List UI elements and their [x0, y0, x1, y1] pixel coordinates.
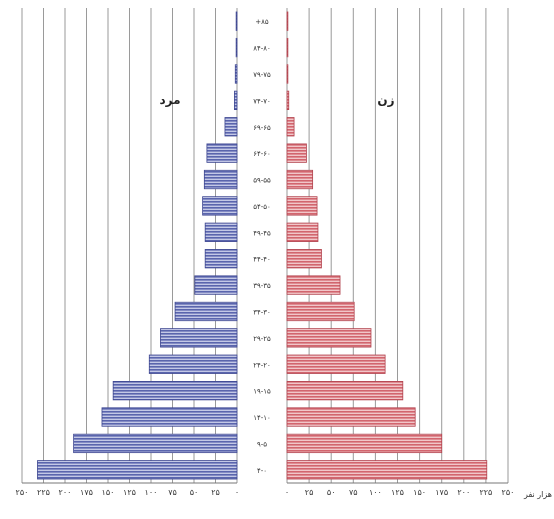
male-bar — [234, 90, 238, 110]
x-tick-label-right: ۰ — [285, 488, 289, 497]
x-tick-label-right: ۱۲۵ — [391, 488, 404, 497]
x-tick-label-right: ۵۰ — [327, 488, 336, 497]
female-bar — [286, 301, 355, 322]
age-group-label: ۳۹-۳۵ — [253, 282, 271, 290]
female-bar — [286, 222, 319, 242]
x-tick-label-right: ۷۵ — [349, 488, 358, 497]
x-tick-label-right: ۲۵۰ — [502, 488, 515, 497]
female-bar — [286, 196, 318, 216]
x-tick-label-left: ۲۵۰ — [16, 488, 29, 497]
age-group-label: ۱۴-۱۰ — [253, 414, 271, 422]
age-group-label: ۷۴-۷۰ — [253, 97, 271, 105]
x-tick-label-left: ۱۰۰ — [145, 488, 158, 497]
female-bar — [286, 407, 416, 427]
male-bar — [204, 249, 238, 269]
x-tick-label-right: ۲۲۵ — [479, 488, 492, 497]
age-group-label: ۴-۰ — [257, 467, 267, 475]
female-bar — [286, 249, 322, 269]
age-group-label: ۴۴-۴۰ — [253, 256, 271, 264]
male-bar — [101, 407, 238, 427]
left-gridlines — [21, 8, 238, 484]
left-axis-tick-labels: ۲۵۰ ۲۲۵ ۲۰۰ ۱۷۵ ۱۵۰ ۱۲۵ ۱۰۰ ۷۵ ۵۰ ۲۵ ۰ — [16, 488, 240, 497]
x-axis-unit-label: هزار نفر — [523, 490, 552, 499]
x-tick-label-left: ۱۲۵ — [123, 488, 136, 497]
age-group-label: ۷۹-۷۵ — [253, 71, 271, 79]
female-bar — [286, 11, 289, 31]
x-tick-label-right: ۱۰۰ — [369, 488, 382, 497]
male-bar — [203, 169, 238, 190]
male-bar — [234, 64, 238, 84]
male-bar — [235, 37, 238, 58]
female-bar — [286, 90, 290, 110]
male-bar — [235, 11, 238, 31]
female-bar — [286, 143, 307, 163]
male-bar — [37, 460, 238, 480]
male-bar — [160, 328, 238, 348]
x-tick-label-left: ۲۵ — [211, 488, 220, 497]
male-series-label: مرد — [159, 93, 180, 107]
age-group-label: ۶۴-۶۰ — [253, 150, 271, 158]
x-tick-label-left: ۱۵۰ — [102, 488, 115, 497]
age-group-label: ۲۹-۲۵ — [253, 335, 271, 343]
female-bar — [286, 433, 443, 454]
right-gridlines — [286, 8, 509, 484]
age-group-label: ۵۹-۵۵ — [253, 177, 271, 185]
male-bar — [112, 381, 238, 401]
x-tick-label-left: ۰ — [235, 488, 239, 497]
male-bar — [73, 433, 238, 454]
age-group-label: +۸۵ — [255, 18, 269, 26]
male-bar — [148, 354, 238, 374]
female-bar — [286, 381, 404, 401]
age-group-label: ۳۴-۳۰ — [253, 308, 271, 316]
age-group-label: ۶۹-۶۵ — [253, 124, 271, 132]
x-tick-label-right: ۱۵۰ — [413, 488, 426, 497]
female-bars — [286, 11, 488, 480]
age-group-labels: ۴-۰ ۹-۵ ۱۴-۱۰ ۱۹-۱۵ ۲۴-۲۰ ۲۹-۲۵ ۳۴-۳۰ ۳۹-۳۵ ۴۴-۴… — [253, 18, 271, 475]
x-tick-label-left: ۱۷۵ — [80, 488, 93, 497]
x-tick-label-left: ۲۲۵ — [37, 488, 50, 497]
x-tick-label-right: ۲۰۰ — [457, 488, 470, 497]
x-tick-label-left: ۲۰۰ — [59, 488, 72, 497]
male-bar — [194, 275, 238, 295]
female-series-label: زن — [377, 93, 394, 107]
female-bar — [286, 169, 314, 190]
female-bar — [286, 354, 386, 374]
female-bar — [286, 37, 289, 58]
x-tick-label-left: ۷۵ — [168, 488, 177, 497]
female-bar — [286, 117, 295, 137]
age-group-label: ۴۹-۴۵ — [253, 229, 271, 237]
female-bar — [286, 64, 289, 84]
male-bar — [174, 301, 238, 322]
female-bar — [286, 328, 372, 348]
age-group-label: ۲۴-۲۰ — [253, 361, 271, 369]
male-bar — [206, 143, 238, 163]
female-bar — [286, 460, 488, 480]
age-group-label: ۵۴-۵۰ — [253, 203, 271, 211]
male-bar — [204, 222, 238, 242]
x-tick-label-right: ۱۷۵ — [435, 488, 448, 497]
x-tick-label-left: ۵۰ — [190, 488, 199, 497]
age-group-label: ۸۴-۸۰ — [253, 45, 271, 53]
male-bar — [224, 117, 238, 137]
female-bar — [286, 275, 341, 295]
age-group-label: ۱۹-۱۵ — [253, 388, 271, 396]
male-bar — [202, 196, 238, 216]
age-group-label: ۹-۵ — [257, 440, 267, 448]
male-bars — [37, 11, 238, 480]
x-tick-label-right: ۲۵ — [305, 488, 314, 497]
